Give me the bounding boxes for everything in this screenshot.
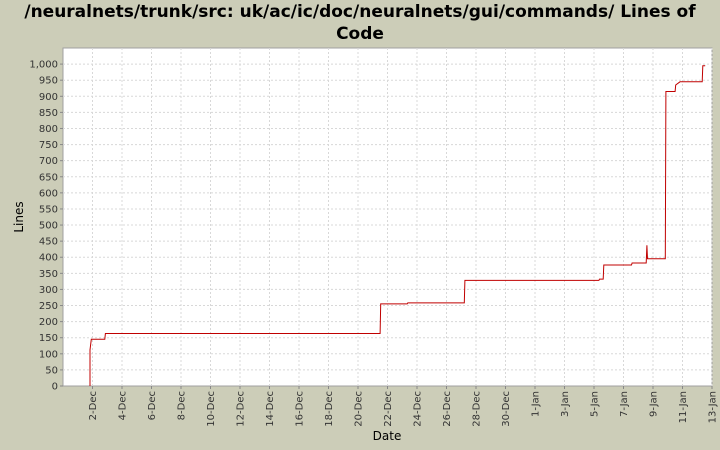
y-tick-label: 300	[39, 285, 58, 296]
y-tick-label: 750	[39, 140, 58, 151]
y-tick-label: 400	[39, 253, 58, 264]
x-tick-label: 2-Dec	[88, 391, 99, 420]
x-tick-label: 10-Dec	[206, 391, 217, 427]
chart-title: /neuralnets/trunk/src: uk/ac/ic/doc/neur…	[24, 2, 696, 44]
x-tick-label: 5-Jan	[590, 391, 601, 417]
y-tick-label: 450	[39, 237, 58, 248]
x-tick-label: 8-Dec	[177, 391, 188, 420]
y-tick-label: 800	[39, 124, 58, 135]
y-tick-label: 1,000	[29, 60, 58, 71]
x-tick-label: 3-Jan	[560, 391, 571, 417]
y-tick-label: 900	[39, 92, 58, 103]
y-tick-label: 150	[39, 333, 58, 344]
y-tick-label: 250	[39, 301, 58, 312]
x-tick-label: 24-Dec	[413, 391, 424, 427]
x-tick-label: 7-Jan	[619, 391, 630, 417]
y-tick-label: 700	[39, 156, 58, 167]
x-tick-label: 4-Dec	[118, 391, 129, 420]
y-tick-label: 100	[39, 349, 58, 360]
grid	[63, 48, 713, 386]
x-tick-label: 20-Dec	[354, 391, 365, 427]
series-layer	[89, 65, 706, 386]
x-tick-label: 14-Dec	[265, 391, 276, 427]
y-tick-label: 650	[39, 172, 58, 183]
y-tick-label: 500	[39, 221, 58, 232]
x-tick-label: 28-Dec	[472, 391, 483, 427]
y-tick-label: 50	[45, 365, 58, 376]
x-tick-label: 13-Jan	[708, 391, 719, 423]
x-tick-label: 30-Dec	[501, 391, 512, 427]
x-tick-label: 1-Jan	[531, 391, 542, 417]
y-tick-label: 0	[52, 382, 58, 393]
x-tick-label: 6-Dec	[147, 391, 158, 420]
y-axis-label: Lines	[12, 201, 26, 232]
x-tick-label: 11-Jan	[678, 391, 689, 423]
x-axis-label: Date	[373, 429, 402, 443]
y-tick-label: 200	[39, 317, 58, 328]
x-axis: 2-Dec 4-Dec 6-Dec 8-Dec 10-Dec 12-Dec 14-Dec 16…	[88, 386, 719, 427]
series-line	[89, 65, 706, 386]
y-tick-label: 350	[39, 269, 58, 280]
y-tick-label: 550	[39, 204, 58, 215]
y-tick-label: 950	[39, 76, 58, 87]
x-tick-label: 26-Dec	[442, 391, 453, 427]
y-axis: 0 50 100 150 200 250 300 350 400 450 500 550 600 650 7…	[29, 60, 63, 393]
x-tick-label: 18-Dec	[324, 391, 335, 427]
x-tick-label: 16-Dec	[295, 391, 306, 427]
y-tick-label: 600	[39, 188, 58, 199]
x-tick-label: 22-Dec	[383, 391, 394, 427]
y-tick-label: 850	[39, 108, 58, 119]
x-tick-label: 9-Jan	[649, 391, 660, 417]
x-tick-label: 12-Dec	[236, 391, 247, 427]
